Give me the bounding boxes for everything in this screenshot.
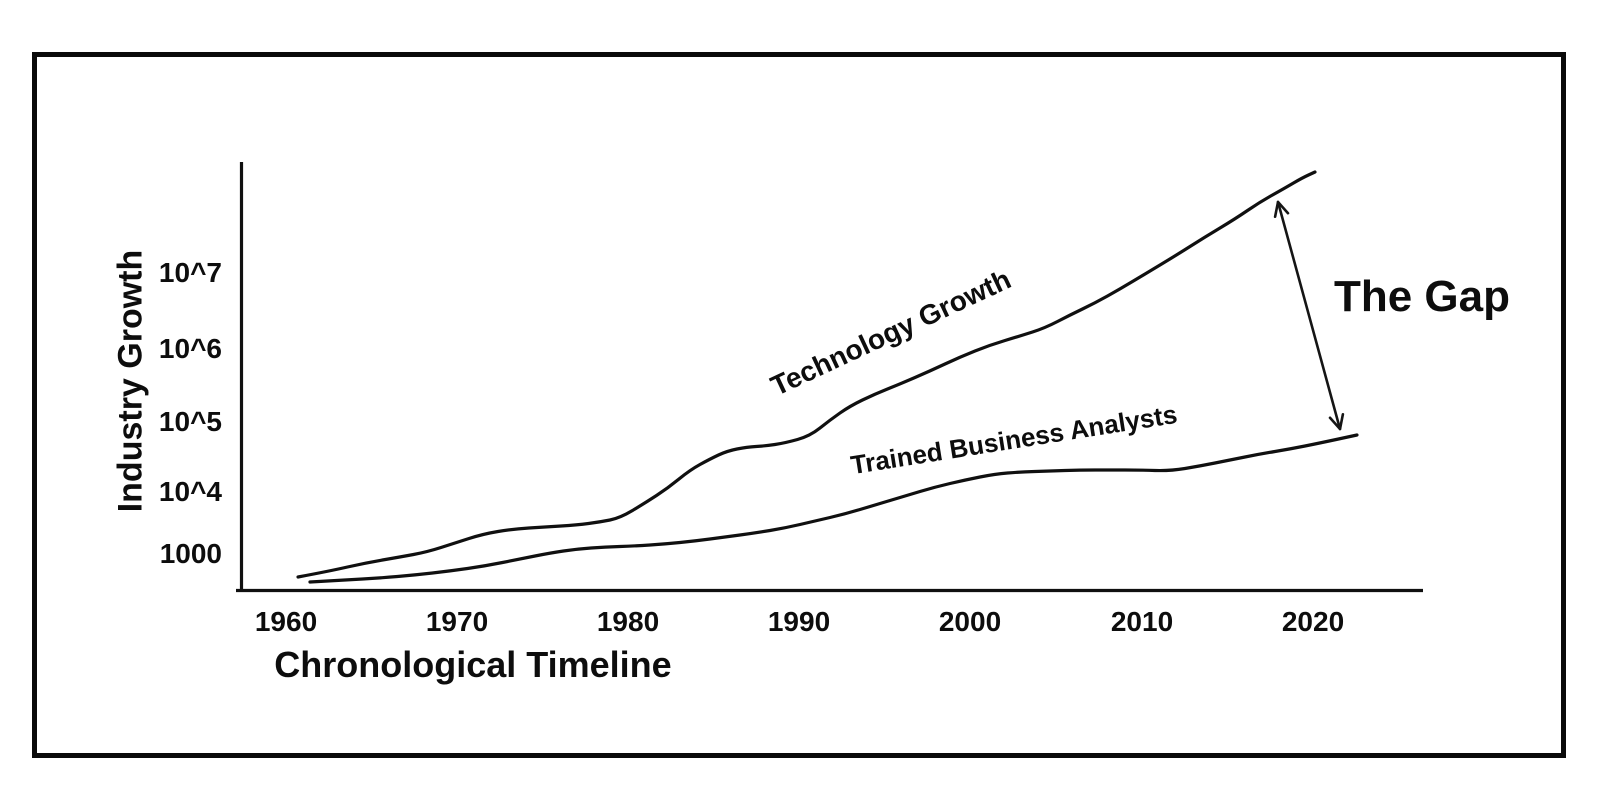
series-path-trained-business-analysts	[308, 433, 1359, 584]
gap-annotation-label: The Gap	[1333, 272, 1511, 321]
y-tick-label-10e6: 10^6	[158, 333, 222, 364]
y-axis-title: Industry Growth	[111, 249, 150, 513]
x-tick-label-1970: 1970	[425, 606, 489, 637]
gap-arrow-line	[1276, 200, 1342, 431]
series-path-technology-growth	[296, 170, 1317, 579]
outer-border	[32, 52, 1566, 758]
y-tick-label-1000: 1000	[159, 538, 222, 569]
gap-arrow-head-bottom	[1328, 413, 1345, 431]
x-tick-label-1960: 1960	[254, 606, 318, 637]
x-tick-label-2020: 2020	[1281, 606, 1345, 637]
x-tick-label-2000: 2000	[938, 606, 1002, 637]
y-tick-label-10e5: 10^5	[158, 406, 222, 437]
y-tick-label-10e7: 10^7	[158, 257, 222, 288]
gap-arrow-head-top	[1273, 200, 1290, 218]
x-tick-label-1990: 1990	[767, 606, 831, 637]
y-tick-label-10e4: 10^4	[158, 476, 222, 507]
x-axis-title: Chronological Timeline	[274, 644, 672, 685]
gap-arrow	[1273, 200, 1345, 431]
x-tick-label-2010: 2010	[1110, 606, 1174, 637]
x-tick-label-1980: 1980	[596, 606, 660, 637]
